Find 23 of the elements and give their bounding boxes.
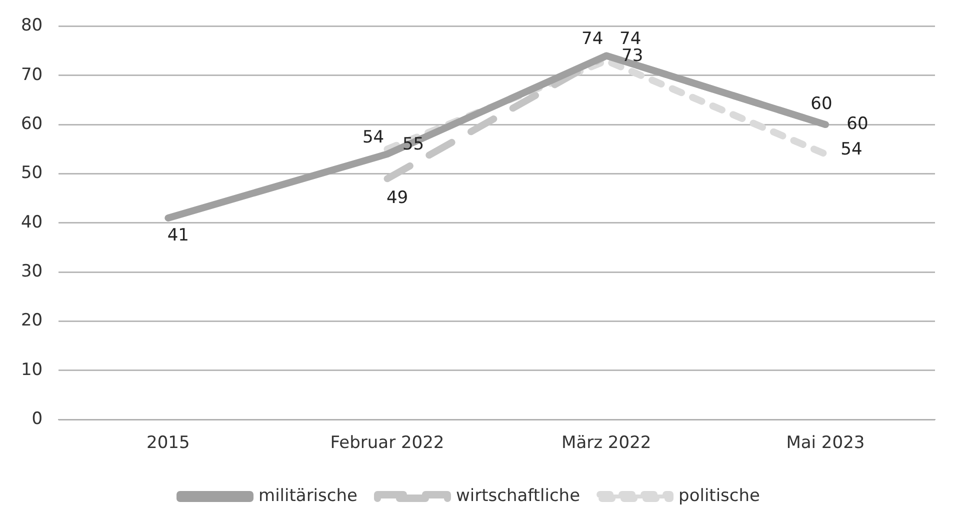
- legend-label: politische: [678, 486, 760, 506]
- data-label: 54: [362, 127, 384, 148]
- y-tick-label: 30: [20, 261, 43, 282]
- y-tick-label: 40: [20, 212, 43, 232]
- data-label: 49: [386, 188, 408, 208]
- data-label: 60: [810, 94, 832, 114]
- y-tick-label: 20: [20, 310, 43, 331]
- legend-label: wirtschaftliche: [456, 486, 580, 506]
- y-tick-label: 80: [20, 16, 43, 36]
- y-tick-label: 60: [20, 114, 43, 134]
- data-label: 41: [167, 225, 189, 246]
- y-tick-label: 70: [20, 64, 43, 85]
- y-tick-label: 50: [20, 163, 43, 184]
- legend-label: militärische: [258, 486, 358, 506]
- data-label: 54: [840, 139, 862, 160]
- x-tick-label: Februar 2022: [330, 433, 444, 454]
- x-tick-label: Mai 2023: [786, 433, 865, 454]
- y-tick-label: 0: [32, 409, 43, 430]
- y-tick-label: 10: [20, 360, 43, 380]
- data-label: 60: [846, 114, 868, 134]
- x-tick-label: 2015: [146, 433, 190, 454]
- x-tick-label: März 2022: [562, 433, 652, 454]
- data-label: 74: [582, 29, 604, 50]
